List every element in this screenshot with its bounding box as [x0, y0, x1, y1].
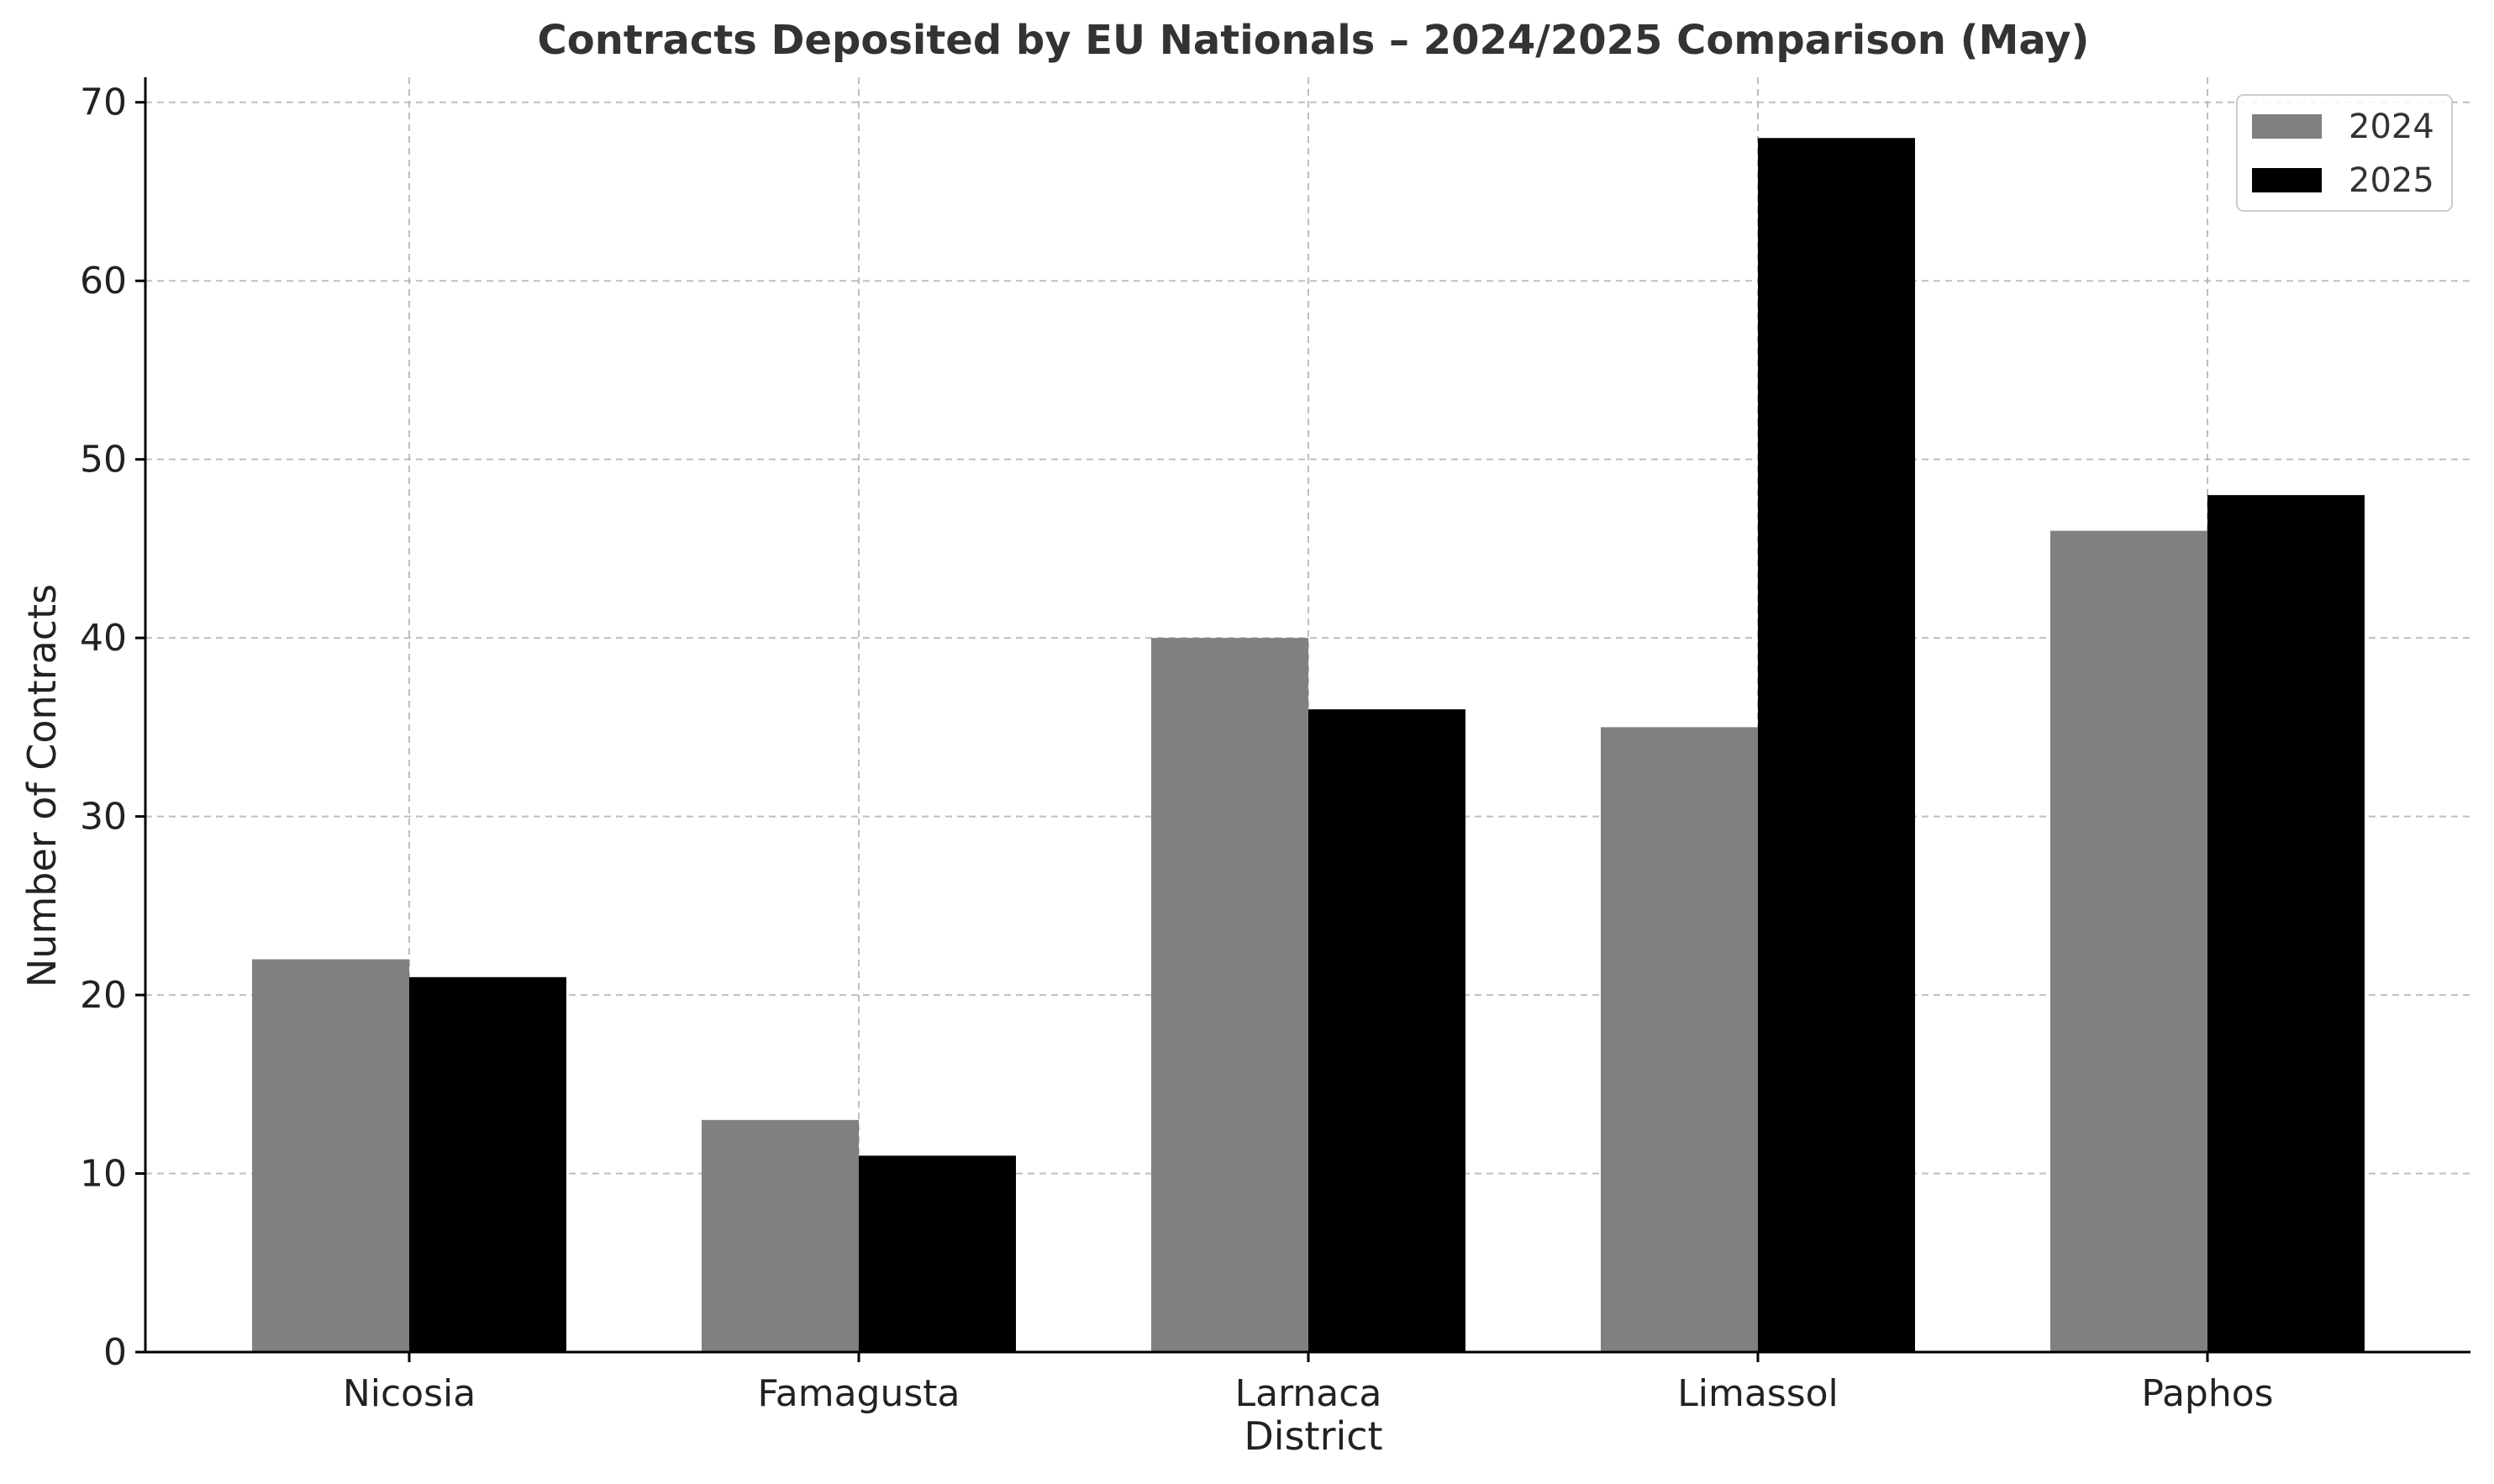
y-tick-label: 30: [80, 796, 127, 839]
y-tick-label: 60: [80, 260, 127, 303]
bar-2024-larnaca: [1151, 638, 1308, 1352]
bar-2025-paphos: [2207, 495, 2365, 1352]
bar-2024-paphos: [2050, 530, 2207, 1352]
bar-2025-famagusta: [859, 1155, 1016, 1352]
chart-title: Contracts Deposited by EU Nationals – 20…: [538, 17, 2090, 64]
x-tick-label: Larnaca: [1235, 1372, 1382, 1415]
bar-2025-larnaca: [1308, 709, 1465, 1352]
bar-2024-nicosia: [252, 959, 409, 1352]
x-axis-label: District: [1244, 1413, 1382, 1459]
bar-2024-famagusta: [702, 1119, 859, 1352]
x-tick-label: Limassol: [1677, 1372, 1839, 1415]
y-tick-label: 40: [80, 617, 127, 660]
legend: 2024 2025: [2236, 94, 2453, 212]
legend-swatch-2025: [2252, 168, 2322, 192]
bar-2024-limassol: [1601, 727, 1758, 1352]
y-tick-label: 50: [80, 439, 127, 482]
bars: [252, 138, 2365, 1353]
y-tick-label: 20: [80, 974, 127, 1017]
legend-label-2024: 2024: [2349, 108, 2434, 146]
x-tick-label: Paphos: [2141, 1372, 2273, 1415]
x-tick-label: Famagusta: [757, 1372, 960, 1415]
legend-swatch-2024: [2252, 114, 2322, 139]
bar-2025-limassol: [1758, 138, 1915, 1353]
bar-2025-nicosia: [409, 976, 566, 1352]
y-tick-label: 10: [80, 1153, 127, 1196]
legend-label-2025: 2025: [2349, 161, 2434, 200]
tick-labels: 0 10 20 30 40 50 60 70 Nicosia Famagusta Larnaca Li…: [80, 82, 2274, 1415]
y-tick-label: 70: [80, 82, 127, 124]
y-tick-label: 0: [103, 1331, 127, 1374]
x-tick-label: Nicosia: [343, 1372, 476, 1415]
y-axis-label: Number of Contracts: [19, 584, 65, 987]
